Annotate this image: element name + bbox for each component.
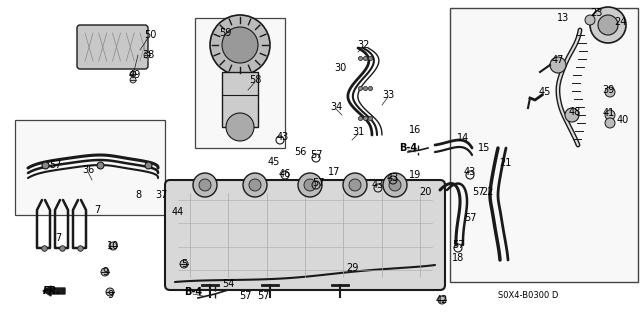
Bar	[15, 120, 165, 215]
Circle shape	[210, 15, 270, 75]
Text: 59: 59	[219, 28, 231, 38]
Text: 16: 16	[409, 125, 421, 135]
Text: 5: 5	[181, 259, 187, 269]
Text: 43: 43	[372, 180, 384, 190]
Text: 46: 46	[279, 169, 291, 179]
Text: 37: 37	[156, 190, 168, 200]
Text: 57: 57	[310, 150, 323, 160]
Circle shape	[605, 118, 615, 128]
Circle shape	[590, 7, 626, 43]
FancyBboxPatch shape	[165, 180, 445, 290]
Text: 13: 13	[557, 13, 569, 23]
Circle shape	[109, 242, 117, 250]
Circle shape	[343, 173, 367, 197]
Text: 43: 43	[277, 132, 289, 142]
Circle shape	[101, 268, 109, 276]
Text: 34: 34	[330, 102, 342, 112]
Text: 45: 45	[268, 157, 280, 167]
Circle shape	[199, 179, 211, 191]
Text: 7: 7	[94, 205, 100, 215]
Circle shape	[438, 296, 446, 304]
Bar	[195, 18, 285, 148]
Text: 43: 43	[387, 173, 399, 183]
Text: 54: 54	[222, 279, 234, 289]
Circle shape	[144, 52, 150, 58]
Circle shape	[130, 71, 136, 77]
Circle shape	[298, 173, 322, 197]
Circle shape	[383, 173, 407, 197]
Text: B-4: B-4	[399, 143, 417, 153]
Text: 38: 38	[142, 50, 154, 60]
Circle shape	[304, 179, 316, 191]
Circle shape	[243, 173, 267, 197]
Text: 20: 20	[419, 187, 431, 197]
Circle shape	[349, 179, 361, 191]
Text: 9: 9	[107, 290, 113, 300]
Text: 23: 23	[590, 8, 602, 18]
Text: 36: 36	[82, 165, 94, 175]
Bar	[450, 8, 638, 282]
Text: 29: 29	[346, 263, 358, 273]
Circle shape	[222, 27, 258, 63]
Text: 14: 14	[457, 133, 469, 143]
Text: 56: 56	[294, 147, 306, 157]
Text: 17: 17	[328, 167, 340, 177]
Text: 22: 22	[482, 187, 494, 197]
Text: 40: 40	[617, 115, 629, 125]
Text: 39: 39	[602, 85, 614, 95]
Text: 32: 32	[357, 40, 369, 50]
Text: 57: 57	[464, 213, 476, 223]
Circle shape	[565, 108, 579, 122]
Circle shape	[180, 260, 188, 268]
Text: 41: 41	[603, 108, 615, 118]
Text: 49: 49	[129, 70, 141, 80]
Text: 15: 15	[478, 143, 490, 153]
Circle shape	[585, 15, 595, 25]
Circle shape	[106, 288, 114, 296]
Text: 50: 50	[144, 30, 156, 40]
Circle shape	[550, 57, 566, 73]
Text: 57: 57	[257, 291, 269, 301]
Text: 58: 58	[249, 75, 261, 85]
Text: 43: 43	[464, 167, 476, 177]
Text: 7: 7	[55, 233, 61, 243]
Text: 33: 33	[382, 90, 394, 100]
Text: 24: 24	[614, 17, 626, 27]
Text: 57: 57	[239, 291, 252, 301]
Circle shape	[605, 110, 615, 120]
Circle shape	[605, 87, 615, 97]
Text: 18: 18	[452, 253, 464, 263]
Circle shape	[193, 173, 217, 197]
Text: 31: 31	[352, 127, 364, 137]
Text: FR.: FR.	[43, 286, 61, 296]
Text: 8: 8	[135, 190, 141, 200]
Circle shape	[598, 15, 618, 35]
Bar	[222, 72, 258, 127]
Text: 44: 44	[172, 207, 184, 217]
Circle shape	[249, 179, 261, 191]
Text: S0X4-B0300 D: S0X4-B0300 D	[498, 292, 558, 300]
Text: 57: 57	[472, 187, 484, 197]
Text: 57: 57	[312, 178, 324, 188]
FancyBboxPatch shape	[77, 25, 148, 69]
Text: 48: 48	[569, 107, 581, 117]
Text: 21: 21	[499, 158, 511, 168]
Text: 57: 57	[49, 160, 61, 170]
Text: 9: 9	[102, 267, 108, 277]
Text: 47: 47	[552, 55, 564, 65]
Circle shape	[226, 113, 254, 141]
FancyArrow shape	[43, 286, 65, 296]
Text: 42: 42	[436, 295, 448, 305]
Text: 10: 10	[107, 241, 119, 251]
Text: 57: 57	[452, 240, 464, 250]
Text: 45: 45	[539, 87, 551, 97]
Circle shape	[130, 77, 136, 83]
Circle shape	[389, 179, 401, 191]
Text: B-4: B-4	[184, 287, 202, 297]
Text: 19: 19	[409, 170, 421, 180]
Text: 30: 30	[334, 63, 346, 73]
